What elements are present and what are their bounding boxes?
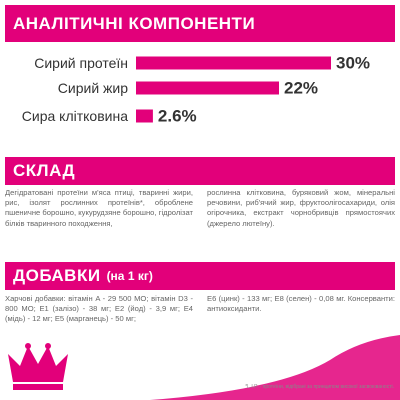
value-label: 2.6% [158, 106, 197, 125]
section-header: ДОБАВКИ (на 1 кг) [5, 262, 395, 290]
header-title: АНАЛІТИЧНІ КОМПОНЕНТИ [13, 13, 256, 33]
category-label: Сира клітковина [21, 108, 128, 124]
wave [150, 335, 400, 400]
composition-text: Дегідратовані протеїни м'яса птиці, твар… [5, 188, 395, 229]
value-label: 30% [336, 53, 370, 72]
bar [136, 56, 331, 70]
value-label: 22% [284, 78, 318, 97]
section-header: СКЛАД [5, 157, 395, 185]
paragraph: E6 (цинк) - 133 мг; E8 (селен) - 0,08 мг… [207, 294, 395, 314]
category-label: Сирий протеїн [34, 55, 128, 71]
additives-text: Харчові добавки: вітамін A - 29 500 МО; … [5, 294, 395, 325]
bar [136, 109, 153, 123]
paragraph: рослинна клітковина, буряковий жом, міне… [207, 188, 395, 228]
section-header: АНАЛІТИЧНІ КОМПОНЕНТИ [5, 5, 395, 42]
category-label: Сирий жир [57, 80, 128, 96]
additives-title: ДОБАВКИ [13, 266, 101, 285]
additives-subtitle: (на 1 кг) [106, 269, 153, 283]
paragraph: Харчові добавки: вітамін A - 29 500 МО; … [5, 294, 193, 324]
footnote: *L.I.P. - протеїни, відібрані за принцип… [245, 384, 394, 390]
chart: 30% 22% 2.6% [136, 53, 370, 125]
decoration [8, 335, 400, 400]
paragraph: Дегідратовані протеїни м'яса птиці, твар… [5, 188, 193, 228]
composition-title: СКЛАД [13, 161, 76, 180]
logo [8, 343, 68, 390]
bar [136, 81, 279, 95]
